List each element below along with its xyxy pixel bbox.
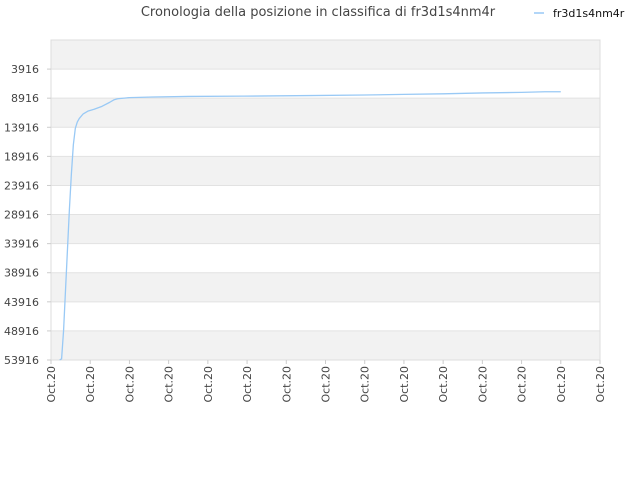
background-bands — [51, 40, 600, 360]
y-tick-label: 28916 — [4, 209, 39, 222]
x-tick-label: Oct.20 — [320, 366, 333, 403]
background-band — [51, 98, 600, 128]
x-tick-label: Oct.20 — [516, 366, 529, 403]
y-tick-label: 38916 — [4, 267, 39, 280]
chart-title: Cronologia della posizione in classifica… — [141, 5, 496, 20]
x-tick-label: Oct.20 — [241, 366, 254, 403]
x-tick-label: Oct.20 — [280, 366, 293, 403]
legend[interactable]: fr3d1s4nm4r — [534, 7, 625, 20]
x-tick-label: Oct.20 — [45, 366, 58, 403]
x-tick-label: Oct.20 — [84, 366, 97, 403]
y-tick-label: 23916 — [4, 179, 39, 192]
y-tick-label: 53916 — [4, 354, 39, 367]
y-tick-label: 3916 — [11, 63, 39, 76]
x-tick-label: Oct.20 — [163, 366, 176, 403]
background-band — [51, 330, 600, 360]
series-line-fr3d1s4nm4r — [59, 91, 561, 361]
plot-frame — [50, 39, 601, 361]
y-tick-label: 18916 — [4, 150, 39, 163]
x-tick-label: Oct.20 — [594, 366, 607, 403]
background-band — [51, 40, 600, 70]
x-tick-label: Oct.20 — [202, 366, 215, 403]
y-axis-ticks: 3916 8916 13916 18916 23916 28916 33916 38916 43… — [4, 63, 51, 367]
background-band — [51, 214, 600, 244]
legend-label: fr3d1s4nm4r — [553, 7, 625, 20]
x-tick-label: Oct.20 — [398, 366, 411, 403]
x-tick-label: Oct.20 — [359, 366, 372, 403]
y-tick-label: 48916 — [4, 325, 39, 338]
background-band — [51, 156, 600, 186]
y-tick-label: 33916 — [4, 238, 39, 251]
x-tick-label: Oct.20 — [555, 366, 568, 403]
y-tick-label: 43916 — [4, 296, 39, 309]
x-tick-label: Oct.20 — [123, 366, 136, 403]
y-tick-label: 8916 — [11, 92, 39, 105]
background-band — [51, 272, 600, 302]
x-axis-ticks: Oct.20 Oct.20 Oct.20 Oct.20 Oct.20 Oct.20 Oct.… — [45, 360, 607, 403]
x-tick-label: Oct.20 — [476, 366, 489, 403]
x-tick-label: Oct.20 — [437, 366, 450, 403]
y-tick-label: 13916 — [4, 121, 39, 134]
